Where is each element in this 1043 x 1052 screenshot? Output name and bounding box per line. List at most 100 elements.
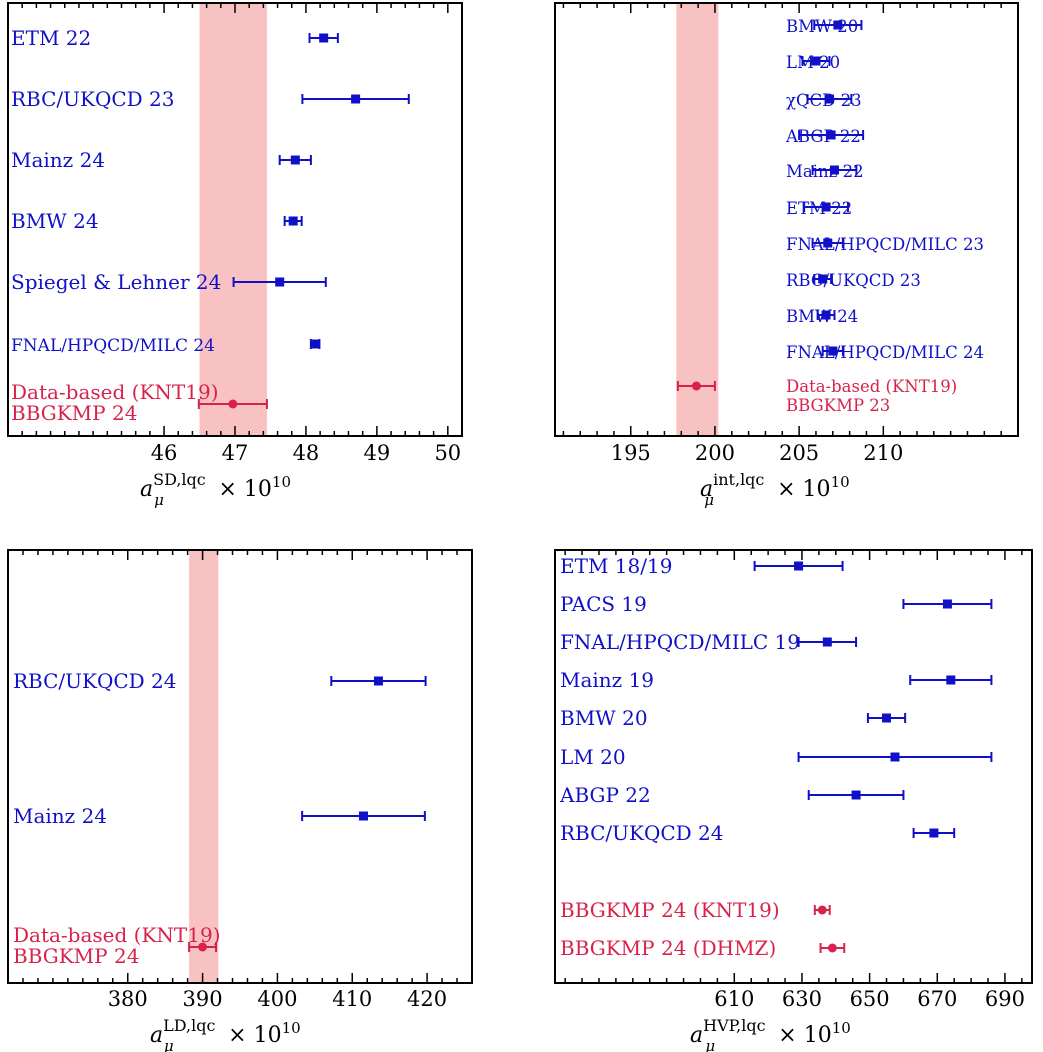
- entry-label: BMW 20: [786, 17, 858, 36]
- entry-6: FNAL/HPQCD/MILC 24: [11, 336, 321, 356]
- entry-3: Data-based (KNT19)BBGKMP 24: [13, 923, 221, 968]
- x-axis-label: aLD,lqc μ × 1010: [150, 1016, 301, 1052]
- data-point: [824, 94, 834, 104]
- data-point: [821, 202, 831, 212]
- tick-label: 380: [108, 987, 148, 1011]
- entry-label: ETM 22: [786, 199, 852, 218]
- tick-label: 48: [293, 441, 320, 465]
- entry-label: Mainz 19: [560, 668, 654, 692]
- reference-band: [199, 4, 267, 435]
- data-point: [822, 637, 832, 647]
- entry-label: RBC/UKQCD 24: [560, 821, 724, 845]
- tick-label: 410: [332, 987, 372, 1011]
- entry-8: RBC/UKQCD 24: [560, 821, 956, 845]
- plot-frame: [7, 549, 473, 984]
- entry-6: ETM 22: [786, 199, 852, 218]
- entry-1: ETM 18/19: [560, 554, 844, 578]
- entry-label: FNAL/HPQCD/MILC 19: [560, 630, 800, 654]
- tick-label: 670: [917, 987, 957, 1011]
- entry-label: PACS 19: [560, 592, 647, 616]
- tick-label: 200: [695, 441, 735, 465]
- entry-10: BBGKMP 24 (DHMZ): [560, 936, 846, 960]
- entry-label: Data-based (KNT19): [13, 923, 221, 947]
- entry-label: FNAL/HPQCD/MILC 24: [11, 336, 215, 356]
- data-point: [198, 942, 208, 952]
- entry-label: Data-based (KNT19): [11, 380, 219, 404]
- data-point: [794, 561, 804, 571]
- entry-label: ETM 22: [11, 26, 91, 50]
- tick-label: 49: [364, 441, 391, 465]
- data-point: [890, 752, 900, 762]
- entry-label: ABGP 22: [785, 127, 861, 146]
- entry-9: BBGKMP 24 (KNT19): [560, 898, 831, 922]
- tick-label: 690: [985, 987, 1025, 1011]
- panel-ld-window: 380 390 400 410 420 RBC/UKQCD 24 Mainz 24 Data-…: [7, 549, 473, 1052]
- entry-label: LM 20: [786, 53, 840, 72]
- data-point: [833, 20, 843, 30]
- tick-label: 50: [434, 441, 461, 465]
- data-point: [942, 599, 952, 609]
- data-point: [275, 277, 285, 287]
- data-point: [882, 713, 892, 723]
- tick-label: 400: [257, 987, 297, 1011]
- data-point: [829, 165, 839, 175]
- plot-frame: [7, 2, 463, 437]
- entry-7: FNAL/HPQCD/MILC 23: [786, 235, 984, 254]
- entry-label-second-line: BBGKMP 24: [13, 944, 139, 968]
- data-point: [851, 790, 861, 800]
- tick-label: 390: [183, 987, 223, 1011]
- entry-4: ABGP 22: [785, 127, 865, 146]
- entry-7: ABGP 22: [559, 783, 905, 807]
- entry-10: FNAL/HPQCD/MILC 24: [786, 343, 984, 362]
- tick-label: 650: [850, 987, 890, 1011]
- tick-label: 195: [611, 441, 651, 465]
- data-point: [828, 346, 838, 356]
- entry-1: BMW 20: [786, 17, 863, 36]
- entry-5: Spiegel & Lehner 24: [11, 270, 327, 294]
- reference-band: [189, 551, 219, 982]
- entry-2: PACS 19: [560, 592, 993, 616]
- entry-label: BMW 24: [11, 209, 99, 233]
- data-point: [319, 33, 329, 43]
- entry-5: Mainz 22: [786, 162, 864, 181]
- entry-label: Mainz 24: [13, 804, 107, 828]
- entry-1: RBC/UKQCD 24: [13, 669, 427, 693]
- tick-label: 630: [782, 987, 822, 1011]
- entry-label-second-line: BBGKMP 24: [11, 401, 137, 425]
- data-point: [946, 675, 956, 685]
- x-axis-label: aHVP,lqc μ × 1010: [690, 1016, 851, 1052]
- entry-label: χQCD 23: [786, 91, 862, 110]
- tick-label: 420: [407, 987, 447, 1011]
- entry-11: Data-based (KNT19)BBGKMP 23: [676, 377, 957, 415]
- data-point: [228, 399, 238, 409]
- entry-label: BBGKMP 24 (KNT19): [560, 898, 780, 922]
- entry-label: LM 20: [560, 745, 626, 769]
- entry-label: Data-based (KNT19): [786, 377, 957, 396]
- panel-sd-window: 46 47 48 49 50 ETM 22 RBC/UKQCD 23 Mainz 24 BMW …: [7, 2, 463, 509]
- plot-frame: [554, 2, 1019, 437]
- entry-label: FNAL/HPQCD/MILC 24: [786, 343, 984, 362]
- data-point: [817, 905, 827, 915]
- data-point: [310, 339, 320, 349]
- entry-label: FNAL/HPQCD/MILC 23: [786, 235, 984, 254]
- entry-5: BMW 20: [560, 706, 907, 730]
- entry-label: RBC/UKQCD 23: [11, 87, 175, 111]
- data-point: [288, 216, 298, 226]
- entry-6: LM 20: [560, 745, 993, 769]
- tick-label: 205: [779, 441, 819, 465]
- x-axis-label: aSD,lqc μ × 1010: [140, 470, 291, 509]
- entry-1: ETM 22: [11, 26, 339, 50]
- entry-label: RBC/UKQCD 23: [786, 271, 921, 290]
- entry-4: Mainz 19: [560, 668, 993, 692]
- entry-label: ETM 18/19: [560, 554, 672, 578]
- entry-9: BMW 24: [786, 307, 858, 326]
- entry-label: BMW 24: [786, 307, 858, 326]
- entry-3: FNAL/HPQCD/MILC 19: [560, 630, 858, 654]
- entry-label: ABGP 22: [559, 783, 651, 807]
- panel-intermediate-window: 195 200 205 210 BMW 20 LM 20 χQCD 23 ABGP 22 Mai…: [554, 2, 1019, 509]
- data-point: [373, 676, 383, 686]
- data-point: [818, 274, 828, 284]
- data-point: [821, 310, 831, 320]
- entry-3: Mainz 24: [11, 148, 312, 172]
